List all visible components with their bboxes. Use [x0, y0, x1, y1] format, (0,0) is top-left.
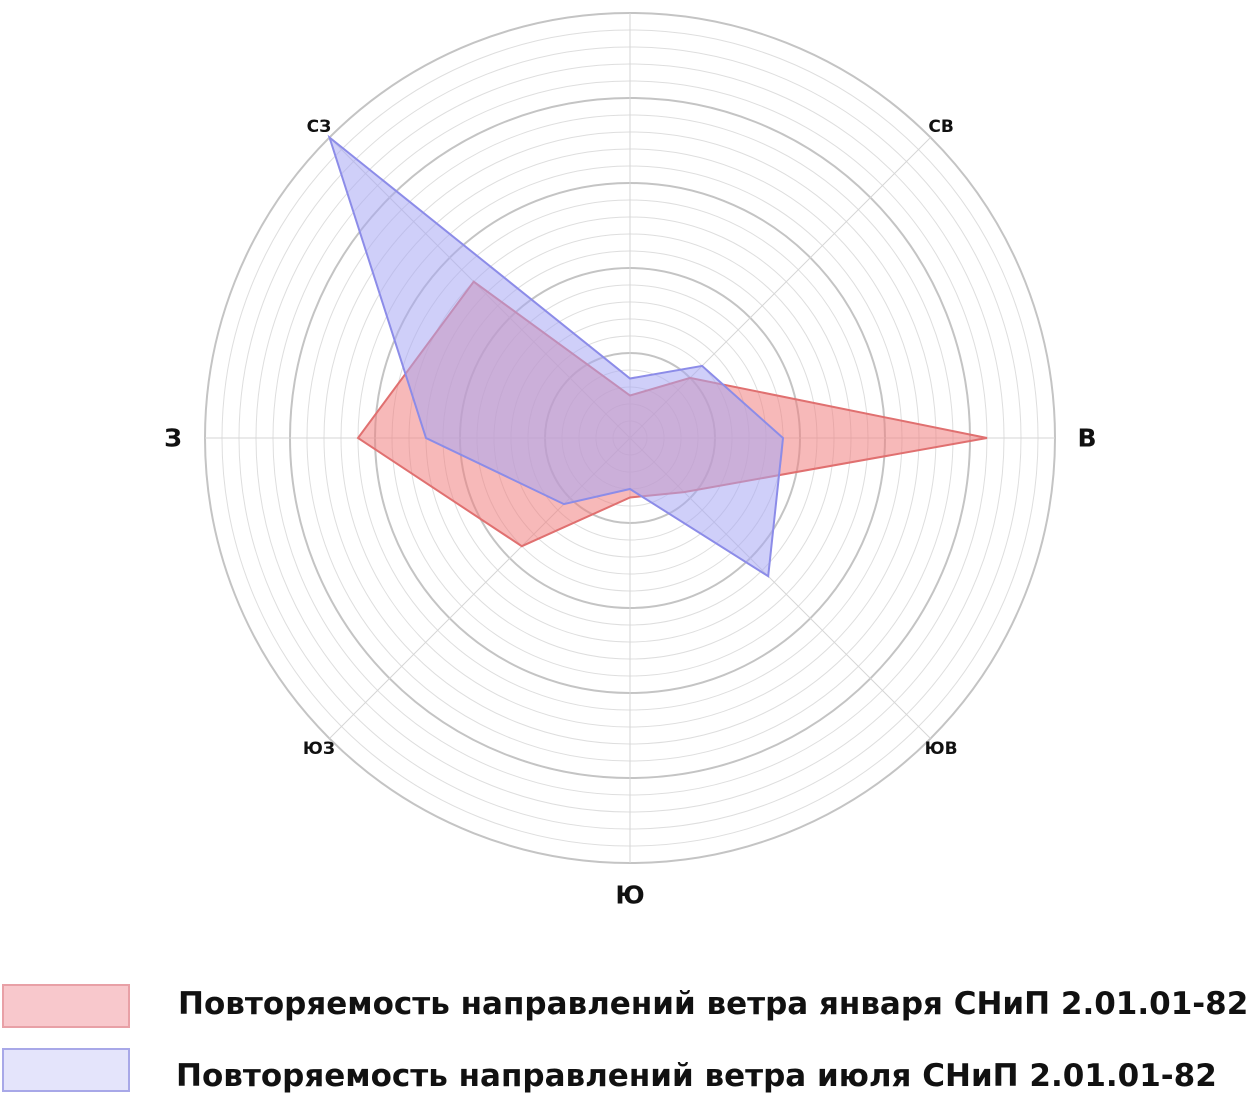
- direction-label-1: СВ: [928, 117, 953, 137]
- direction-label-2: В: [1077, 424, 1096, 453]
- legend-swatch-january: [2, 984, 130, 1028]
- direction-labels: ССВВЮВЮЮЗЗСЗ: [164, 117, 1096, 910]
- legend-swatch-july: [2, 1048, 130, 1092]
- wind-rose-chart: ССВВЮВЮЮЗЗСЗ: [164, 12, 1097, 910]
- legend-item-july: Повторяемость направлений ветра июля СНи…: [0, 1048, 1258, 1104]
- direction-label-3: ЮВ: [925, 739, 958, 759]
- series-polygons: [327, 134, 988, 578]
- direction-label-6: З: [164, 424, 182, 453]
- legend-item-january: Повторяемость направлений ветра января С…: [0, 984, 1258, 1040]
- legend-label-january: Повторяемость направлений ветра января С…: [178, 986, 1249, 1022]
- direction-label-4: Ю: [615, 881, 644, 910]
- series-polygon-july: [327, 134, 785, 578]
- direction-label-5: ЮЗ: [303, 739, 335, 759]
- legend-label-july: Повторяемость направлений ветра июля СНи…: [176, 1058, 1217, 1094]
- direction-label-7: СЗ: [307, 117, 332, 137]
